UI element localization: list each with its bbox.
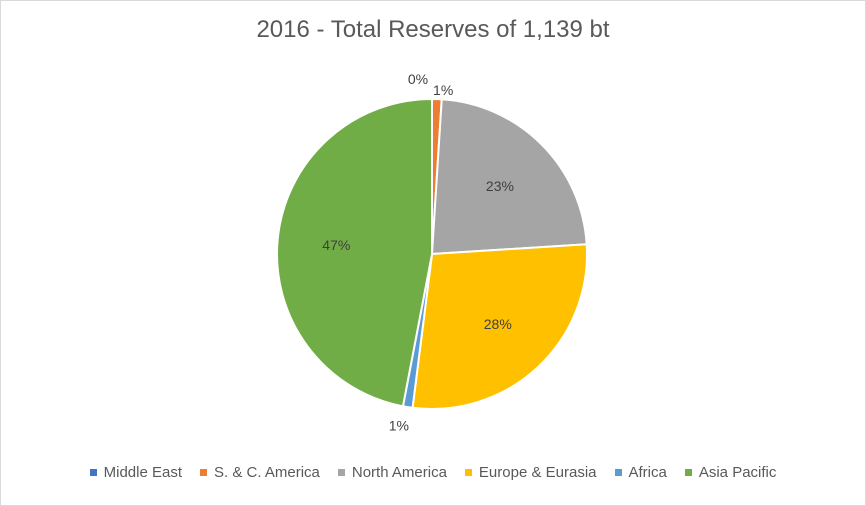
legend: Middle East S. & C. America North America E…	[0, 464, 866, 481]
legend-label: Europe & Eurasia	[478, 464, 597, 481]
legend-item-middle-east: Middle East	[89, 464, 182, 481]
data-label-africa: 1%	[389, 417, 409, 433]
data-label-asia-pacific: 47%	[322, 237, 350, 253]
legend-label: Africa	[628, 464, 667, 481]
data-label-s-c-america: 1%	[433, 82, 453, 98]
legend-label: North America	[351, 464, 447, 481]
legend-item-north-america: North America	[337, 464, 447, 481]
legend-swatch	[89, 469, 97, 476]
slice-asia-pacific	[275, 97, 433, 408]
legend-label: Middle East	[103, 464, 182, 481]
data-label-north-america: 23%	[486, 178, 514, 194]
legend-swatch	[200, 469, 207, 476]
chart-title: 2016 - Total Reserves of 1,139 bt	[256, 16, 610, 43]
legend-label: S. & C. America	[214, 464, 320, 481]
legend-swatch	[614, 469, 622, 476]
data-label-middle-east: 0%	[408, 71, 428, 87]
legend-swatch	[684, 469, 692, 476]
legend-item-europe-eurasia: Europe & Eurasia	[464, 464, 597, 481]
legend-label: Asia Pacific	[698, 464, 777, 481]
legend-item-s-c-america: S. & C. America	[200, 464, 320, 481]
legend-swatch	[464, 469, 472, 476]
slice-europe-eurasia	[411, 243, 588, 410]
slice-north-america	[430, 98, 588, 256]
legend-item-africa: Africa	[614, 464, 667, 481]
data-label-europe-eurasia: 28%	[484, 316, 512, 332]
legend-item-asia-pacific: Asia Pacific	[684, 464, 777, 481]
legend-swatch	[337, 469, 345, 476]
